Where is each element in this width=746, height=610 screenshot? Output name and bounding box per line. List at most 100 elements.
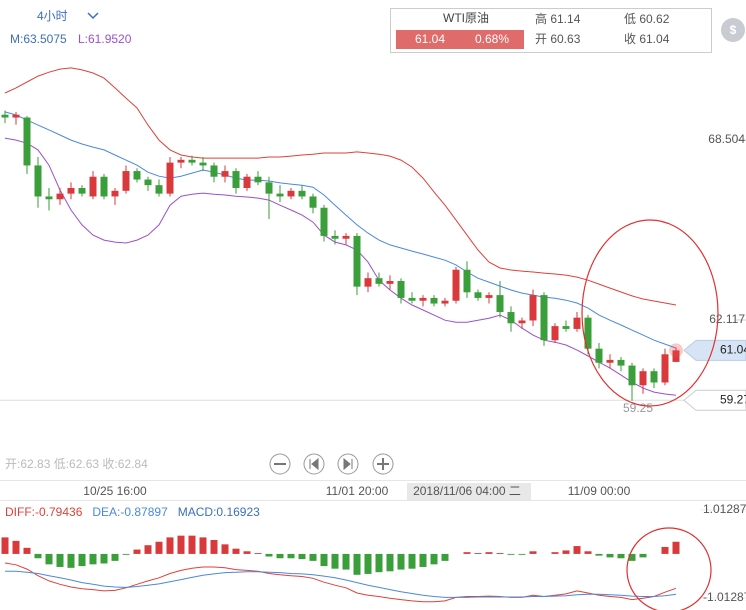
candle-body: [529, 295, 537, 321]
last-price-glow: [669, 343, 683, 358]
candle-body: [243, 176, 251, 188]
macd-bar: [364, 553, 372, 574]
price-tag-label: 61.04: [720, 343, 746, 357]
candle-body: [67, 187, 75, 194]
macd-bar: [100, 553, 108, 564]
candle-body: [166, 162, 174, 194]
candle-body: [496, 295, 504, 313]
candle-body: [628, 365, 636, 386]
candle-body: [364, 278, 372, 287]
macd-bar: [12, 540, 20, 554]
candle-body: [650, 371, 658, 383]
candle-body: [595, 348, 603, 363]
macd-bar: [320, 553, 328, 567]
macd-bar: [309, 553, 317, 561]
macd-bar: [606, 553, 614, 558]
macd-bar: [188, 535, 196, 554]
candle-body: [551, 326, 559, 341]
band-line: [4, 111, 677, 349]
macd-bar: [166, 537, 174, 554]
x-tick-label: 2018/11/06 04:00 二: [413, 484, 521, 498]
candle-body: [320, 207, 328, 236]
y-tick-label: -1.01287: [703, 590, 746, 604]
macd-bar: [573, 546, 581, 554]
period[interactable]: 4小时: [37, 9, 68, 23]
macd-bar: [1, 537, 9, 554]
candle-body: [518, 320, 526, 324]
macd-bar: [518, 553, 526, 555]
candle-body: [430, 297, 438, 304]
macd-bar: [298, 553, 306, 560]
macd-bar: [155, 541, 163, 554]
quote-low: 低 60.62: [624, 12, 670, 26]
candle-body: [78, 187, 86, 194]
plot-layer: 68.504 62.117 10/25 16:00 11/01 20:00 2018/1…: [0, 67, 746, 604]
y-tick-label: 62.117: [709, 312, 745, 326]
prev-button[interactable]: [303, 453, 325, 475]
macd-bar: [45, 553, 53, 565]
x-tick-label: 11/09 00:00: [568, 484, 631, 498]
macd-bar: [474, 553, 482, 554]
next-button[interactable]: [337, 453, 359, 475]
macd-bar: [562, 550, 570, 554]
macd-bar: [221, 544, 229, 554]
annotation-circle: [626, 527, 712, 610]
macd-bar: [485, 552, 493, 554]
quote-name: WTI原油: [443, 11, 489, 25]
crosshair-date-box: [407, 483, 531, 501]
quote-open: 开 60.63: [535, 32, 581, 46]
macd-bar: [177, 535, 185, 554]
macd-bar: [507, 553, 515, 555]
candle-body: [1, 114, 9, 118]
zoom-out-button[interactable]: [269, 453, 291, 475]
candle-body: [573, 317, 581, 329]
macd-bar: [133, 549, 141, 554]
candle-body: [23, 117, 31, 166]
macd-bar: [331, 553, 339, 569]
candle-body: [56, 193, 64, 200]
macd-line: [4, 562, 677, 603]
macd-bar: [89, 553, 97, 565]
candle-body: [540, 295, 548, 341]
candle-body: [287, 190, 295, 197]
legend-label: MACD:0.16923: [178, 505, 260, 519]
candle-body: [606, 359, 614, 363]
candle-body: [122, 171, 130, 191]
candle-body: [584, 317, 592, 349]
zoom-in-button[interactable]: [372, 453, 394, 475]
macd-bar: [386, 553, 394, 572]
quote-price: 61.04: [415, 32, 445, 46]
period-dropdown[interactable]: [87, 12, 99, 20]
candle-body: [276, 193, 284, 197]
candle-body: [254, 176, 262, 183]
macd-bar: [243, 551, 251, 554]
candle-body: [45, 196, 53, 200]
candle-body: [309, 196, 317, 208]
candle-body: [562, 326, 570, 329]
macd-bar: [353, 553, 361, 575]
candle-body: [661, 354, 669, 383]
macd-bar: [551, 552, 559, 554]
annotation-circle: [581, 219, 719, 407]
candle-body: [397, 281, 405, 298]
macd-bar: [617, 553, 625, 559]
macd-bar: [287, 553, 295, 559]
candle-body: [210, 165, 218, 177]
candle-body: [265, 182, 273, 194]
price-tag: [683, 389, 746, 411]
macd-bar: [496, 553, 504, 554]
macd-bar: [254, 553, 262, 554]
candle-body: [353, 235, 361, 287]
candle-body: [298, 190, 306, 197]
candle-body: [155, 185, 163, 194]
currency-icon[interactable]: [721, 18, 745, 42]
macd-bar: [34, 553, 42, 559]
candle-body: [639, 371, 647, 386]
macd-bar: [595, 553, 603, 556]
macd-bar: [67, 553, 75, 568]
candle-body: [34, 165, 42, 197]
ohlc-info: 开:62.83 低:62.63 收:62.84: [5, 457, 148, 471]
macd-line: [5, 570, 677, 598]
candle-body: [463, 269, 471, 293]
